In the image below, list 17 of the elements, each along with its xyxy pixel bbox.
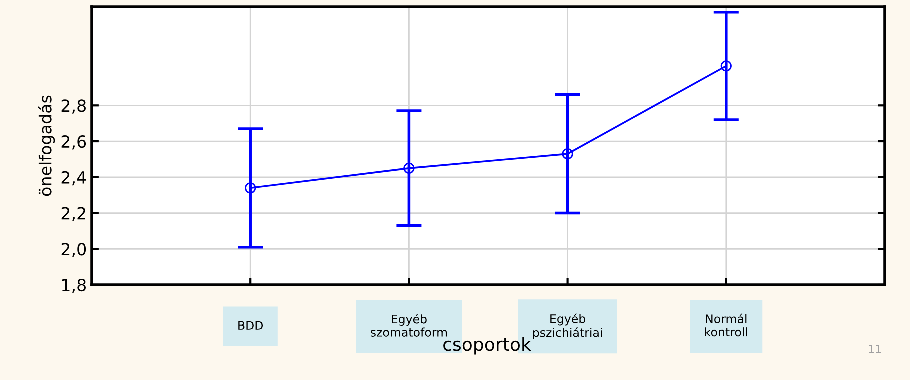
y-tick-label: 2,0 <box>62 243 86 258</box>
x-axis-title: csoportok <box>444 337 532 355</box>
y-tick-label: 2,8 <box>62 100 86 114</box>
x-tick-label: Normál kontroll <box>705 314 748 337</box>
y-tick-label: 1,8 <box>62 278 86 294</box>
y-tick-label: 2,2 <box>62 207 86 222</box>
x-tick-label: Egyéb pszichiátriai <box>533 314 602 340</box>
point <box>720 60 732 72</box>
point <box>245 182 256 194</box>
point <box>404 162 415 174</box>
point <box>562 148 574 160</box>
x-tick-label: Egyéb szomatoform <box>371 314 448 337</box>
y-axis-title: önelfogadás <box>38 96 56 196</box>
x-tick-label: BDD <box>238 321 264 330</box>
y-tick-label: 2,6 <box>62 135 86 150</box>
text: 11 <box>869 344 882 354</box>
y-tick-label: 2,4 <box>62 171 86 186</box>
